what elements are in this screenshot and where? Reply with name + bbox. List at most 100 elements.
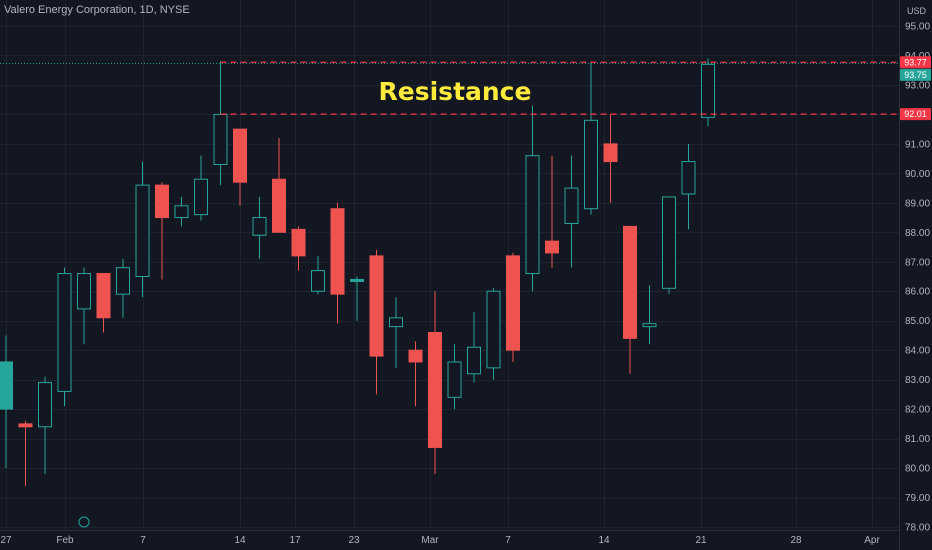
price-tick-label: 84.00	[905, 346, 930, 357]
candle-body	[408, 349, 423, 363]
date-tick-label: 28	[790, 535, 802, 546]
candle	[369, 249, 384, 395]
candles	[0, 58, 715, 486]
candle	[428, 291, 442, 474]
candle-body	[428, 331, 442, 448]
symbol-title: Valero Energy Corporation, 1D, NYSE	[4, 4, 190, 16]
date-tick-label: Mar	[421, 535, 439, 546]
candle-body	[38, 382, 52, 428]
resistance-price-label: 92.01	[904, 109, 927, 119]
candle-body	[584, 119, 598, 210]
candle-body	[389, 317, 403, 328]
price-tick-label: 78.00	[905, 523, 930, 534]
candle-body	[525, 155, 540, 275]
candle-body	[57, 273, 72, 392]
candle-body	[564, 187, 579, 224]
candle	[350, 276, 364, 321]
resistance-annotation: Resistance	[379, 77, 532, 106]
grid	[0, 0, 899, 530]
candle	[77, 267, 91, 345]
candle-body	[642, 323, 657, 328]
candle	[233, 128, 247, 206]
candle	[96, 273, 111, 333]
candle-body	[272, 178, 286, 233]
event-marker-icon	[78, 516, 90, 528]
candle	[174, 196, 189, 227]
candle-body	[233, 128, 247, 183]
price-tick-label: 83.00	[905, 375, 930, 386]
candle-body	[350, 278, 364, 282]
candle	[116, 258, 130, 318]
candle-body	[155, 184, 169, 219]
candle	[584, 61, 598, 215]
candle-body	[18, 423, 33, 428]
price-tick-label: 91.00	[905, 139, 930, 150]
candle	[701, 58, 715, 127]
candle	[0, 335, 13, 469]
resistance-price-badge	[900, 108, 931, 121]
candle	[194, 155, 208, 221]
currency-label: USD	[907, 6, 927, 16]
candle	[311, 255, 325, 295]
candle-body	[330, 208, 345, 295]
resistance-price-badge	[900, 56, 931, 69]
date-tick-label: Feb	[56, 535, 74, 546]
candle	[623, 225, 637, 374]
date-tick-label: 27	[0, 535, 12, 546]
last-price-label: 93.75	[904, 70, 927, 80]
date-tick-label: 21	[695, 535, 707, 546]
candle-body	[506, 255, 520, 351]
candle	[506, 252, 520, 362]
candle-body	[77, 273, 91, 310]
candle-body	[467, 346, 481, 375]
candle	[545, 155, 559, 268]
candle	[330, 202, 345, 324]
candle	[155, 182, 169, 280]
last-price-badge	[900, 68, 931, 81]
price-tick-label: 90.00	[905, 169, 930, 180]
candle-body	[96, 273, 111, 319]
candle	[447, 344, 462, 410]
price-tick-label: 79.00	[905, 493, 930, 504]
candle	[252, 196, 267, 259]
candle-body	[603, 143, 618, 163]
candle-body	[0, 361, 13, 410]
candle-body	[291, 228, 306, 257]
candle	[662, 196, 676, 295]
resistance-price-label: 93.77	[904, 57, 927, 67]
date-tick-label: 17	[289, 535, 301, 546]
candle-body	[681, 161, 696, 195]
candle-body	[252, 217, 267, 236]
candle-body	[135, 184, 150, 278]
candle-body	[545, 240, 559, 254]
candle	[486, 288, 501, 380]
date-tick-label: 14	[598, 535, 610, 546]
price-tick-label: 87.00	[905, 257, 930, 268]
candle-body	[213, 113, 228, 166]
candle	[642, 285, 657, 345]
date-tick-label: 23	[348, 535, 360, 546]
candle-body	[194, 178, 208, 216]
price-tick-label: 80.00	[905, 464, 930, 475]
candle	[564, 155, 579, 268]
date-tick-label: Apr	[864, 535, 880, 546]
candle	[389, 297, 403, 368]
price-tick-label: 82.00	[905, 405, 930, 416]
price-tick-label: 88.00	[905, 228, 930, 239]
candle	[408, 341, 423, 407]
candle	[467, 311, 481, 383]
price-tick-label: 93.00	[905, 80, 930, 91]
candle-body	[116, 267, 130, 295]
candle-body	[369, 255, 384, 357]
candle	[525, 105, 540, 292]
candle-body	[447, 361, 462, 398]
date-tick-label: 7	[140, 535, 146, 546]
candle	[18, 420, 33, 486]
price-tick-label: 89.00	[905, 198, 930, 209]
price-tick-label: 95.00	[905, 22, 930, 33]
candle	[291, 226, 306, 271]
candle-body	[662, 196, 676, 289]
candle	[135, 161, 150, 298]
